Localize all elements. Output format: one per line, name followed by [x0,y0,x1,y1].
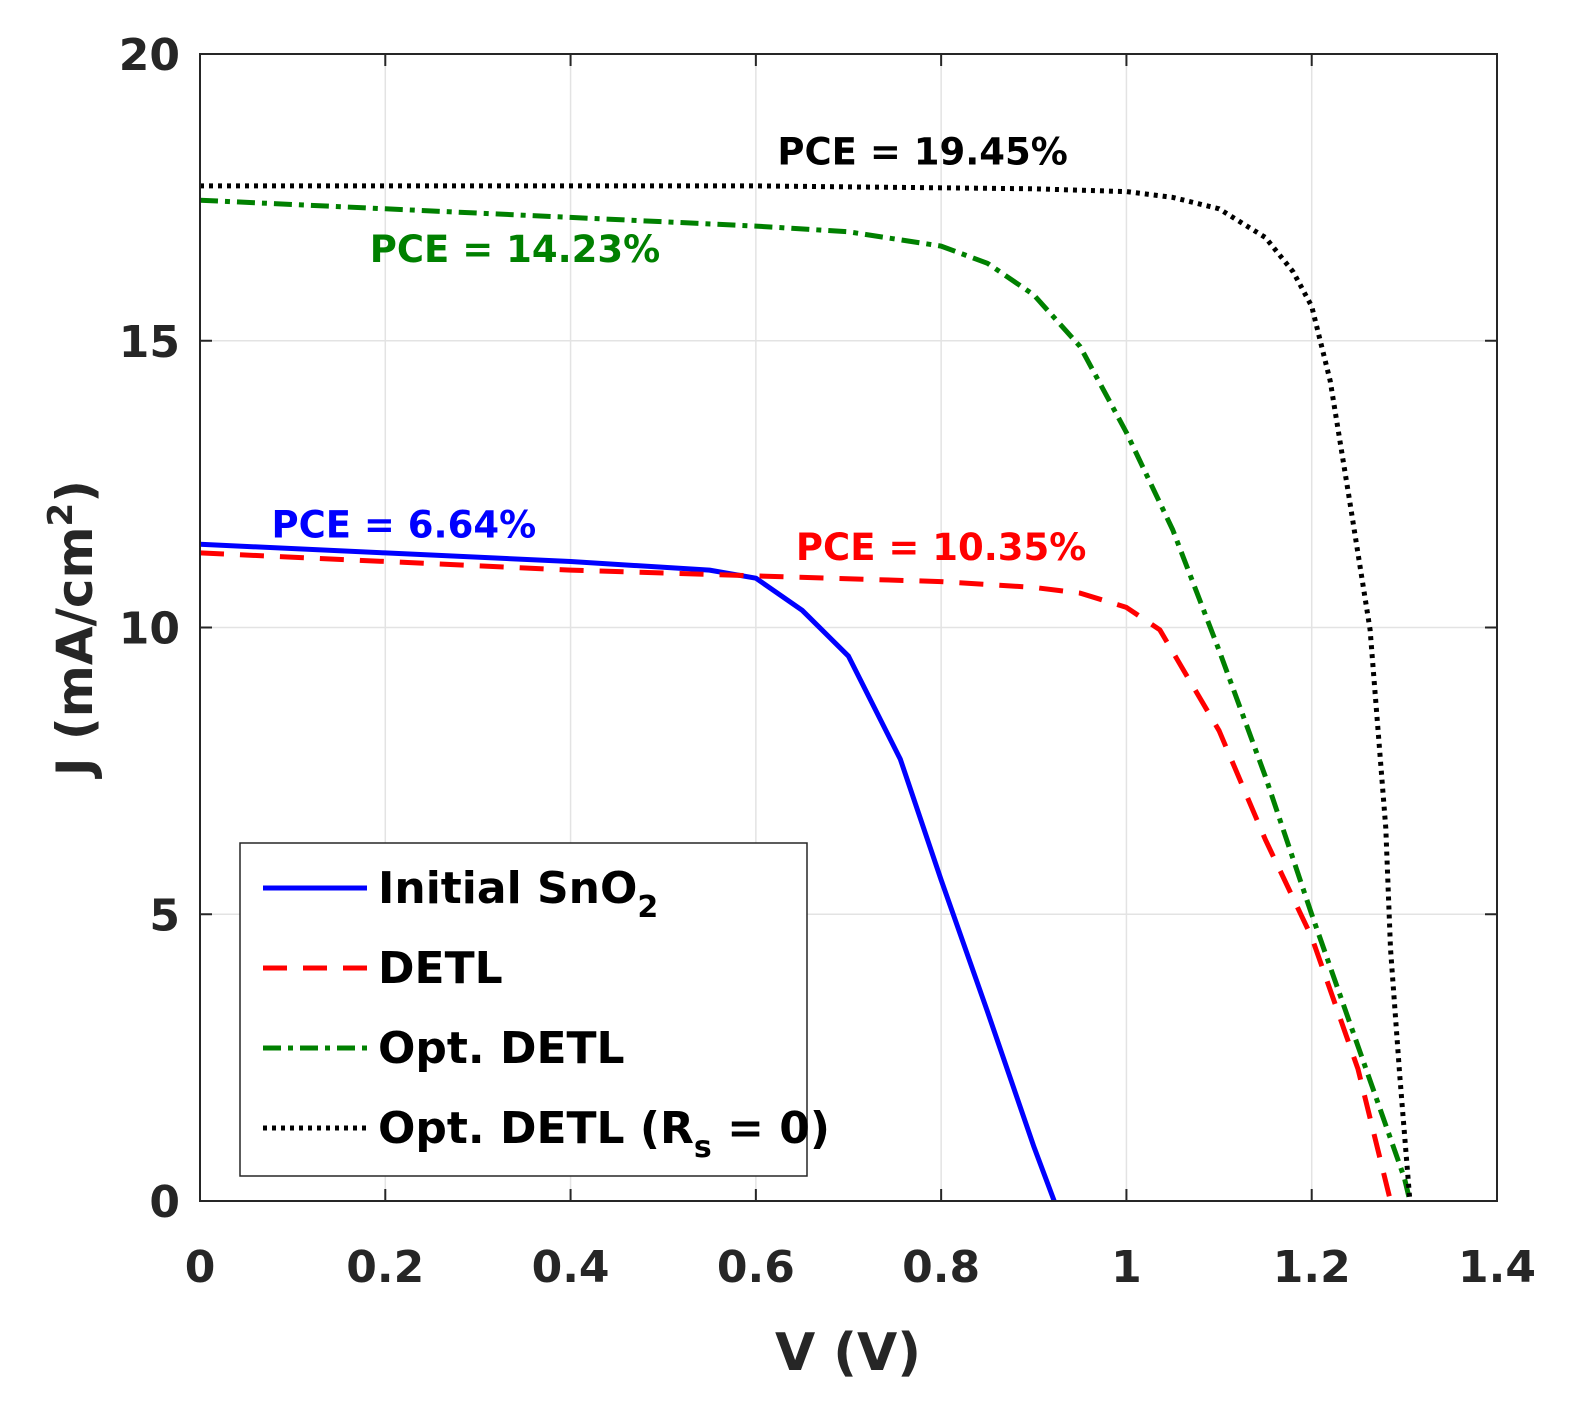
y-tick-label: 10 [119,604,180,655]
x-tick-label: 0.8 [902,1242,980,1293]
legend-label-initial-sno2: Initial SnO2 [378,863,658,925]
y-axis-label-close: ) [46,480,104,503]
y-axis-label-main: J (mA/cm [46,526,104,779]
series-line-opt-detl [199,197,1413,1202]
x-axis-label: V (V) [775,1323,921,1383]
series-line-detl [199,550,1393,1202]
legend-label-opt-detl-rs-0: Opt. DETL (Rs = 0) [378,1103,830,1165]
series-line-opt-detl-rs-0 [200,183,1413,1202]
legend-label-main: DETL [378,943,503,994]
x-tick-label: 1 [1111,1242,1142,1293]
x-tick-label: 0.2 [346,1242,424,1293]
y-tick-label: 0 [149,1177,180,1228]
x-tick-label: 0 [185,1242,216,1293]
pce-annotation: PCE = 10.35% [796,526,1086,569]
ticks: 0 0.2 0.4 0.6 0.8 1 1.2 1.4 0 5 10 15 20 [119,30,1536,1293]
x-tick-label: 0.6 [717,1242,795,1293]
legend: Initial SnO2 DETL Opt. DETL Opt. DETL (Rs =… [239,842,830,1177]
legend-label-main: Opt. DETL [378,1023,625,1074]
legend-label-detl: DETL [378,943,503,994]
series-line-initial-sno2 [199,541,1057,1202]
x-tick-label: 1.4 [1458,1242,1536,1293]
legend-label-main: Opt. DETL (R [378,1103,694,1154]
legend-label-main: Initial SnO [378,863,637,914]
x-tick-label: 0.4 [532,1242,610,1293]
pce-annotation: PCE = 19.45% [777,130,1067,173]
x-tick-label: 1.2 [1273,1242,1351,1293]
annotations: PCE = 19.45% PCE = 14.23% PCE = 6.64% PCE =… [271,130,1086,569]
legend-label-sub: 2 [637,890,658,925]
legend-label-tail: = 0) [712,1103,830,1154]
legend-box [239,842,808,1177]
pce-annotation: PCE = 6.64% [271,503,536,546]
y-axis-label-sup: 2 [41,503,81,527]
pce-annotation: PCE = 14.23% [370,228,660,271]
legend-label-opt-detl: Opt. DETL [378,1023,625,1074]
y-axis-label: J (mA/cm2) [41,480,104,779]
legend-label-sub: s [694,1130,712,1165]
y-tick-label: 5 [149,890,180,941]
y-tick-label: 20 [119,30,180,81]
series-group [199,183,1413,1202]
y-tick-label: 15 [119,317,180,368]
